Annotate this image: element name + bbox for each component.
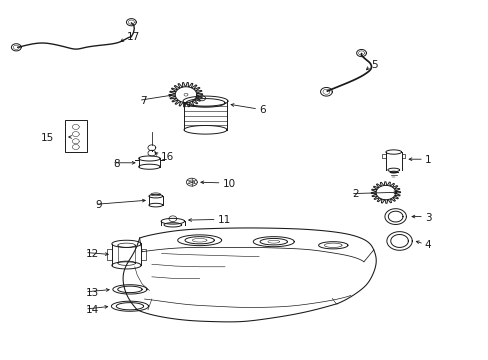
Text: 10: 10 [222,179,235,189]
Text: 11: 11 [217,215,230,225]
Text: 4: 4 [424,240,430,250]
Text: 15: 15 [41,133,54,143]
Text: 9: 9 [96,200,102,210]
Text: 13: 13 [86,288,99,298]
Bar [65,120,86,152]
Text: 1: 1 [424,155,430,165]
Text: 12: 12 [86,248,99,258]
Text: 7: 7 [140,96,146,106]
Text: 6: 6 [259,105,265,115]
Text: 2: 2 [351,189,358,199]
Text: 5: 5 [370,60,377,70]
Text: 8: 8 [113,159,119,169]
Text: 14: 14 [86,305,99,315]
Text: 3: 3 [424,213,430,222]
Text: 16: 16 [160,152,174,162]
Text: 17: 17 [126,32,140,42]
